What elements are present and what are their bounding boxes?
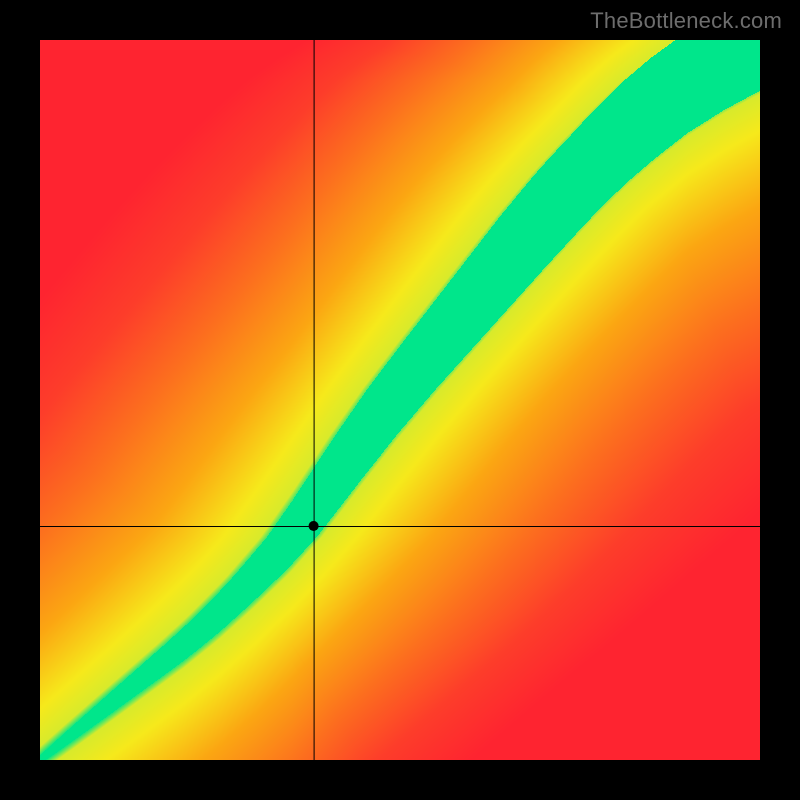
heatmap-canvas bbox=[40, 40, 760, 760]
chart-container: TheBottleneck.com bbox=[0, 0, 800, 800]
plot-area bbox=[40, 40, 760, 760]
watermark-text: TheBottleneck.com bbox=[590, 8, 782, 34]
